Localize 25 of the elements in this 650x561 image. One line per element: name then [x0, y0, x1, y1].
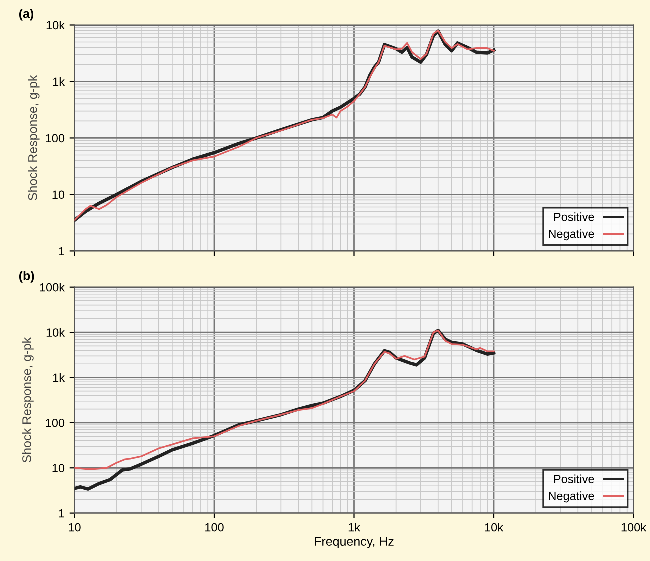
legend-label: Negative: [549, 492, 594, 503]
y-tick-label: 100k: [40, 283, 66, 292]
y-tick-label: 10k: [46, 20, 66, 30]
x-tick-label: 10: [69, 523, 81, 532]
y-axis-title: Shock Response, g-pk: [28, 75, 40, 201]
text: (b): [19, 271, 34, 283]
y-tick-label: 100: [46, 134, 65, 143]
x-axis-title: Frequency, Hz: [315, 537, 394, 548]
x-tick-label: 100k: [622, 523, 647, 532]
y-tick-label: 1: [59, 247, 64, 256]
y-tick-label: 10: [52, 190, 65, 200]
legend-label: Negative: [549, 230, 594, 241]
y-axis-title: Shock Response, g-pk: [22, 337, 34, 463]
text: (a): [19, 9, 34, 21]
y-tick-label: 1k: [53, 373, 66, 382]
y-tick-label: 100: [46, 418, 65, 428]
y-tick-label: 10: [52, 464, 65, 473]
legend-label: Positive: [554, 212, 594, 222]
x-tick-label: 100: [206, 523, 224, 532]
x-tick-label: 10k: [485, 523, 504, 532]
x-tick-label: 1k: [348, 523, 360, 532]
legend-label: Positive: [554, 474, 594, 484]
y-tick-label: 1: [59, 509, 64, 518]
y-tick-label: 1k: [53, 77, 66, 86]
y-tick-label: 10k: [46, 328, 66, 337]
